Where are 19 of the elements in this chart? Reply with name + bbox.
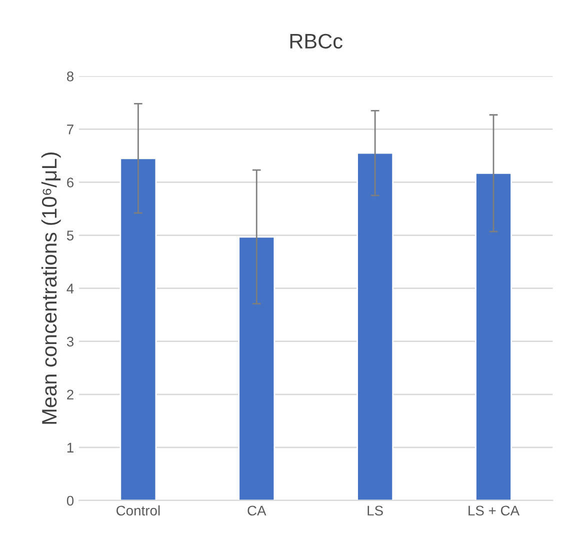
y-tick-label: 4 [66,284,74,294]
bar [238,236,276,500]
x-tick-label: LS [368,506,383,516]
y-axis-title: Mean concentrations (10⁶/μL) [41,152,61,424]
y-tick-label: 1 [67,442,74,452]
y-tick-label: 8 [66,71,74,82]
bar [120,158,157,500]
y-tick-label: 7 [67,124,74,134]
y-tick-label: 5 [66,230,74,240]
x-tick-label: LS + CA [468,506,520,516]
bar [356,152,394,500]
y-tick-label: 0 [66,496,74,506]
y-tick-label: 6 [67,178,74,188]
x-tick-label: Control [116,505,160,516]
bar [475,172,512,500]
x-tick-label: CA [248,506,266,516]
y-tick-label: 2 [67,390,74,400]
y-tick-label: 3 [66,336,74,347]
chart-title: RBCc [290,34,342,49]
